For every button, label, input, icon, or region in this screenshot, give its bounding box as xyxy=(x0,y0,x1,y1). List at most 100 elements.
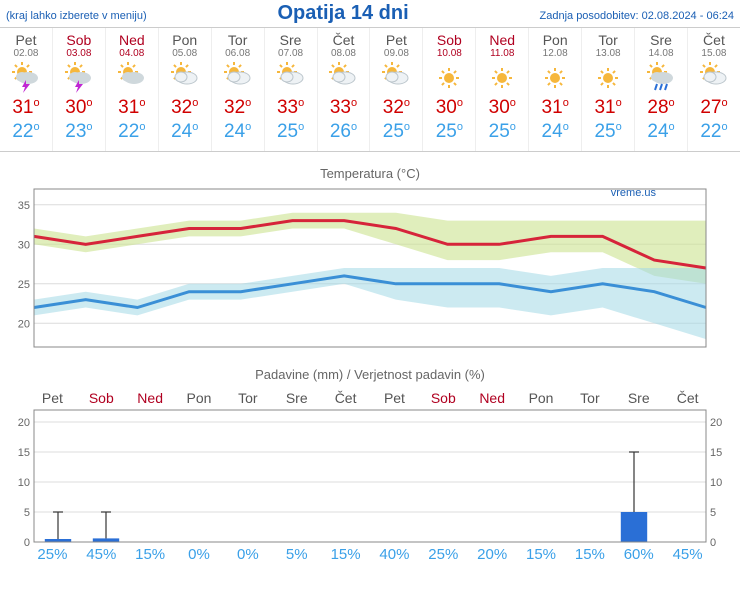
day-col: Sob10.0830o25o xyxy=(423,28,476,151)
weather-icon xyxy=(582,61,634,95)
weather-icon xyxy=(423,61,475,95)
weather-icon xyxy=(529,61,581,95)
weather-icon xyxy=(476,61,528,95)
svg-text:20: 20 xyxy=(18,417,30,429)
date-label: 03.08 xyxy=(53,48,105,59)
temp-chart: 20253035 vreme.us xyxy=(6,183,734,353)
svg-text:35: 35 xyxy=(18,200,30,212)
precip-dow-label: Pet xyxy=(370,384,419,406)
day-col: Sre14.0828o24o xyxy=(635,28,688,151)
precip-prob-label: 15% xyxy=(126,546,175,563)
temp-chart-title: Temperatura (°C) xyxy=(0,166,740,181)
precip-prob-label: 0% xyxy=(223,546,272,563)
date-label: 02.08 xyxy=(0,48,52,59)
lo-temp: 22o xyxy=(688,121,740,143)
precip-prob-label: 5% xyxy=(272,546,321,563)
svg-text:15: 15 xyxy=(710,447,722,459)
precip-prob-row: 25%45%15%0%0%5%15%40%25%20%15%15%60%45% xyxy=(0,546,740,565)
svg-text:20: 20 xyxy=(18,318,30,330)
weather-icon xyxy=(159,61,211,95)
svg-text:10: 10 xyxy=(18,477,30,489)
precip-prob-label: 25% xyxy=(419,546,468,563)
precip-prob-label: 40% xyxy=(370,546,419,563)
weather-icon xyxy=(212,61,264,95)
day-col: Pon05.0832o24o xyxy=(159,28,212,151)
menu-note[interactable]: (kraj lahko izberete v meniju) xyxy=(6,10,147,22)
precip-dow-label: Pet xyxy=(28,384,77,406)
lo-temp: 24o xyxy=(159,121,211,143)
day-col: Pet02.0831o22o xyxy=(0,28,53,151)
day-col: Ned11.0830o25o xyxy=(476,28,529,151)
hi-temp: 27o xyxy=(688,97,740,119)
svg-text:10: 10 xyxy=(710,477,722,489)
svg-text:30: 30 xyxy=(18,239,30,251)
svg-text:20: 20 xyxy=(710,417,722,429)
page-title: Opatija 14 dni xyxy=(277,2,408,25)
lo-temp: 24o xyxy=(212,121,264,143)
lo-temp: 26o xyxy=(318,121,370,143)
lo-temp: 24o xyxy=(529,121,581,143)
weather-icon xyxy=(688,61,740,95)
lo-temp: 25o xyxy=(582,121,634,143)
hi-temp: 30o xyxy=(476,97,528,119)
precip-prob-label: 15% xyxy=(565,546,614,563)
precip-dow-label: Sre xyxy=(614,384,663,406)
date-label: 10.08 xyxy=(423,48,475,59)
day-col: Sre07.0833o25o xyxy=(265,28,318,151)
date-label: 09.08 xyxy=(370,48,422,59)
weather-icon xyxy=(635,61,687,95)
dow-label: Pet xyxy=(0,32,52,48)
dow-label: Tor xyxy=(582,32,634,48)
date-label: 04.08 xyxy=(106,48,158,59)
forecast-row: Pet02.0831o22oSob03.0830o23oNed04.0831o2… xyxy=(0,28,740,152)
precip-dow-label: Čet xyxy=(321,384,370,406)
watermark: vreme.us xyxy=(611,187,656,199)
hi-temp: 31o xyxy=(582,97,634,119)
day-col: Čet08.0833o26o xyxy=(318,28,371,151)
day-col: Pet09.0832o25o xyxy=(370,28,423,151)
lo-temp: 23o xyxy=(53,121,105,143)
precip-dow-label: Ned xyxy=(126,384,175,406)
day-col: Tor06.0832o24o xyxy=(212,28,265,151)
svg-text:0: 0 xyxy=(710,537,716,546)
hi-temp: 33o xyxy=(265,97,317,119)
hi-temp: 28o xyxy=(635,97,687,119)
date-label: 11.08 xyxy=(476,48,528,59)
precip-prob-label: 45% xyxy=(77,546,126,563)
precip-dow-label: Ned xyxy=(468,384,517,406)
precip-dow-label: Sob xyxy=(419,384,468,406)
weather-icon xyxy=(106,61,158,95)
day-col: Sob03.08 30o23o xyxy=(53,28,106,151)
lo-temp: 24o xyxy=(635,121,687,143)
dow-label: Ned xyxy=(476,32,528,48)
precip-dow-label: Pon xyxy=(175,384,224,406)
date-label: 07.08 xyxy=(265,48,317,59)
date-label: 15.08 xyxy=(688,48,740,59)
lo-temp: 25o xyxy=(423,121,475,143)
precip-dow-label: Tor xyxy=(565,384,614,406)
precip-dow-label: Sre xyxy=(272,384,321,406)
svg-text:5: 5 xyxy=(710,507,716,519)
precip-dow-label: Sob xyxy=(77,384,126,406)
weather-icon xyxy=(318,61,370,95)
dow-label: Čet xyxy=(318,32,370,48)
date-label: 05.08 xyxy=(159,48,211,59)
dow-label: Pet xyxy=(370,32,422,48)
hi-temp: 31o xyxy=(0,97,52,119)
last-updated: Zadnja posodobitev: 02.08.2024 - 06:24 xyxy=(540,10,734,22)
hi-temp: 30o xyxy=(53,97,105,119)
hi-temp: 32o xyxy=(370,97,422,119)
svg-text:5: 5 xyxy=(24,507,30,519)
hi-temp: 31o xyxy=(529,97,581,119)
dow-label: Sre xyxy=(635,32,687,48)
hi-temp: 33o xyxy=(318,97,370,119)
weather-icon xyxy=(370,61,422,95)
dow-label: Tor xyxy=(212,32,264,48)
dow-label: Ned xyxy=(106,32,158,48)
weather-icon xyxy=(0,61,52,95)
weather-icon xyxy=(265,61,317,95)
hi-temp: 30o xyxy=(423,97,475,119)
dow-label: Pon xyxy=(529,32,581,48)
dow-label: Sob xyxy=(53,32,105,48)
weather-icon xyxy=(53,61,105,95)
